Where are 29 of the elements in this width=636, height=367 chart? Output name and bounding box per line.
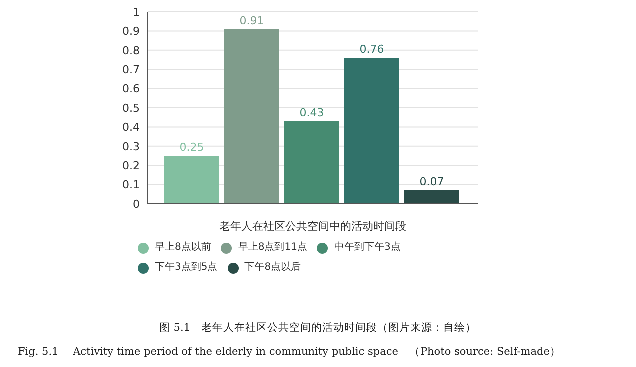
y-tick-label: 0.9 [122, 25, 140, 38]
y-tick-label: 0.4 [122, 121, 140, 134]
legend-label: 中午到下午3点 [333, 240, 401, 255]
caption: Fig. 5.1 Activity time period of the elderly in community public space （Photo source: Self-made） [17, 345, 562, 360]
bar [164, 156, 220, 204]
y-tick-label: 0.5 [122, 102, 140, 115]
legend-label: 下午8点以后 [244, 260, 302, 275]
y-tick-label: 0.7 [122, 64, 140, 77]
bar [284, 121, 340, 204]
data-label: 0.43 [300, 106, 324, 120]
data-label: 0.76 [360, 43, 384, 56]
data-label: 0.25 [180, 141, 204, 154]
bar [224, 29, 280, 204]
legend-label: 下午3点到5点 [154, 260, 218, 275]
legend-label: 早上8点到11点 [237, 240, 308, 255]
bar [404, 190, 460, 204]
data-label: 0.07 [420, 176, 444, 189]
y-tick-label: 0.3 [122, 140, 140, 154]
y-tick-label: 0.1 [122, 178, 140, 192]
data-label: 0.91 [240, 14, 264, 28]
bar [344, 58, 400, 204]
y-tick-label: 0 [133, 198, 140, 211]
y-tick-label: 0.2 [122, 160, 140, 173]
y-tick-label: 0.8 [122, 44, 140, 58]
y-tick-label: 0.6 [122, 82, 140, 96]
x-axis-title: 老年人在社区公共空间中的活动时间段 [220, 220, 406, 233]
legend-label: 早上8点以前 [154, 240, 212, 255]
y-tick-label: 1 [133, 6, 140, 19]
caption: 图 5.1 老年人在社区公共空间的活动时间段（图片来源：自绘） [158, 321, 478, 336]
